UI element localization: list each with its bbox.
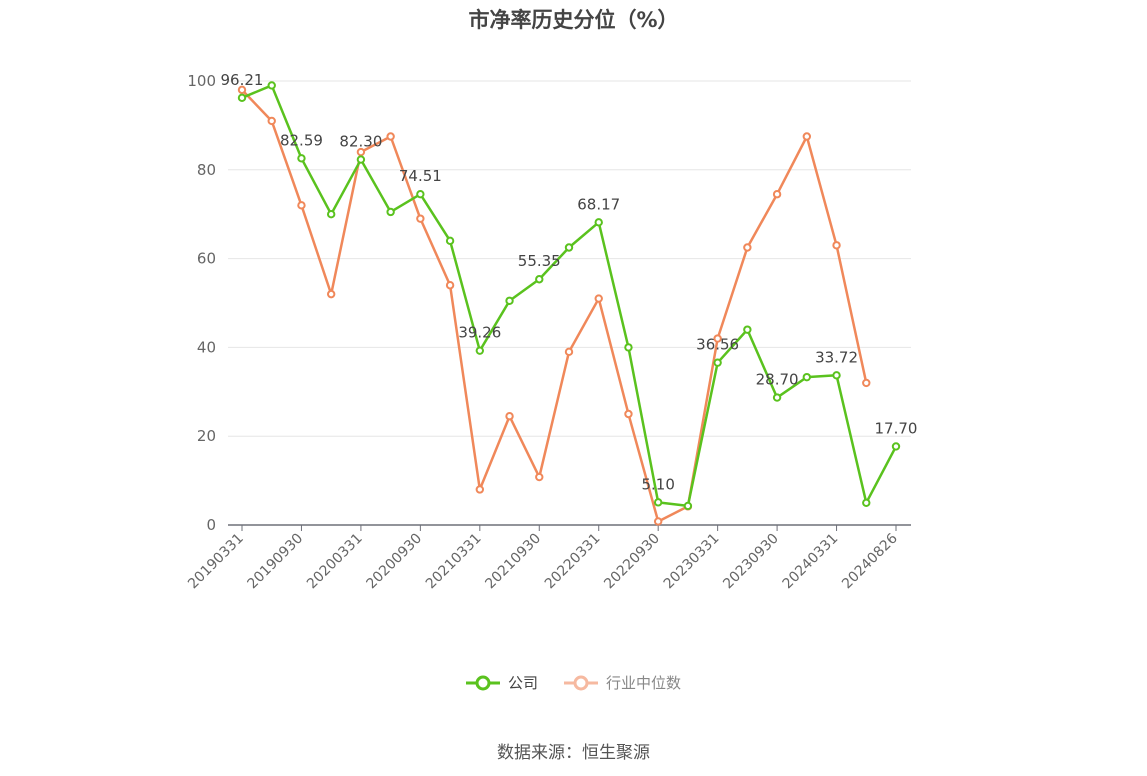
legend-company-marker-icon [465, 675, 500, 690]
company-data-label: 82.59 [280, 131, 323, 149]
company-point [772, 393, 782, 402]
x-tick-label: 20220331 [542, 531, 604, 593]
series-lines [237, 81, 901, 526]
y-tick-label: 100 [187, 72, 216, 90]
industry-point [862, 378, 871, 388]
company-point [743, 325, 752, 334]
company-data-label: 33.72 [815, 348, 858, 366]
company-point [386, 207, 395, 217]
company-point [564, 243, 574, 252]
company-point [297, 154, 306, 163]
company-point [326, 210, 336, 219]
industry-point [713, 334, 722, 343]
x-tick-label: 20240331 [780, 531, 842, 593]
company-data-label: 36.56 [696, 336, 739, 354]
x-tick-label: 20190331 [185, 531, 247, 593]
legend-industry-marker-icon [564, 675, 598, 690]
data-source: 数据来源：恒生聚源 [497, 743, 650, 763]
industry-point [386, 132, 395, 141]
company-point [505, 296, 514, 305]
industry-point [594, 294, 603, 303]
x-tick-label: 20240826 [839, 530, 901, 592]
company-data-label: 82.30 [339, 133, 382, 151]
industry-line [241, 89, 868, 523]
industry-point [535, 472, 544, 482]
data-labels: 96.21 82.59 82.30 74.51 39.26 55.35 68.17 5.10 3… [221, 71, 918, 494]
legend-label-industry: 行业中位数 [606, 674, 682, 692]
company-data-label: 68.17 [577, 195, 620, 213]
company-data-label: 74.51 [399, 167, 442, 185]
industry-point [772, 190, 782, 199]
industry-point [564, 347, 574, 357]
y-tick-label: 20 [197, 427, 216, 445]
x-tick-label: 20200331 [304, 531, 366, 593]
x-tick-label: 20230930 [720, 531, 782, 593]
industry-point [416, 214, 425, 223]
company-point [802, 372, 812, 382]
company-data-label: 17.70 [875, 419, 918, 437]
company-data-label: 96.21 [221, 71, 264, 89]
x-tick-label: 20210331 [423, 531, 485, 593]
company-point [445, 236, 455, 246]
company-data-label: 28.70 [756, 371, 799, 389]
company-data-label: 5.10 [641, 475, 674, 493]
x-tick-label: 20190930 [245, 531, 307, 593]
company-point [237, 93, 247, 103]
x-tick-label: 20230331 [661, 531, 723, 593]
legend-label-company: 公司 [507, 674, 538, 692]
industry-point [267, 116, 276, 126]
chart-title: 市净率历史分位（%） [468, 8, 679, 32]
company-point [624, 343, 633, 352]
legend-item-company[interactable]: 公司 [465, 672, 538, 693]
industry-point [832, 241, 841, 250]
company-point [653, 498, 663, 507]
company-point [416, 189, 425, 199]
company-point [683, 501, 693, 511]
industry-point [475, 485, 485, 494]
grid-lines [228, 80, 911, 437]
x-tick-label: 20210930 [482, 531, 544, 593]
industry-point [505, 412, 514, 421]
industry-point [445, 281, 455, 290]
company-point [891, 442, 901, 451]
y-tick-label: 0 [206, 516, 216, 534]
company-point [356, 155, 366, 164]
x-tick-label: 20200930 [363, 531, 425, 593]
company-point [535, 275, 544, 284]
industry-point [743, 243, 752, 252]
y-tick-label: 60 [197, 250, 216, 268]
company-data-label: 55.35 [518, 252, 561, 270]
company-point [267, 81, 276, 90]
company-point [594, 218, 603, 227]
legend-item-industry[interactable]: 行业中位数 [564, 672, 681, 693]
legend: 公司 行业中位数 [0, 672, 1147, 693]
industry-point [237, 85, 247, 95]
company-point [862, 498, 871, 507]
industry-point [802, 132, 812, 141]
x-tick-label: 20220930 [601, 531, 663, 593]
axes: 0 20 40 60 80 100 2019033120190930202003312020… [185, 72, 911, 592]
company-data-label: 39.26 [458, 324, 501, 342]
company-point [475, 346, 485, 355]
company-point [713, 358, 722, 367]
y-tick-label: 40 [197, 338, 216, 356]
industry-point [624, 409, 633, 419]
industry-point [653, 517, 663, 526]
industry-point [297, 201, 306, 210]
industry-point [326, 289, 336, 299]
company-point [832, 371, 841, 380]
y-tick-label: 80 [197, 161, 216, 179]
industry-point [356, 147, 366, 157]
